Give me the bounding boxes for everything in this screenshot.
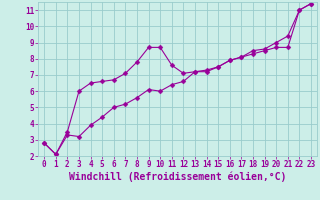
X-axis label: Windchill (Refroidissement éolien,°C): Windchill (Refroidissement éolien,°C) [69,172,286,182]
